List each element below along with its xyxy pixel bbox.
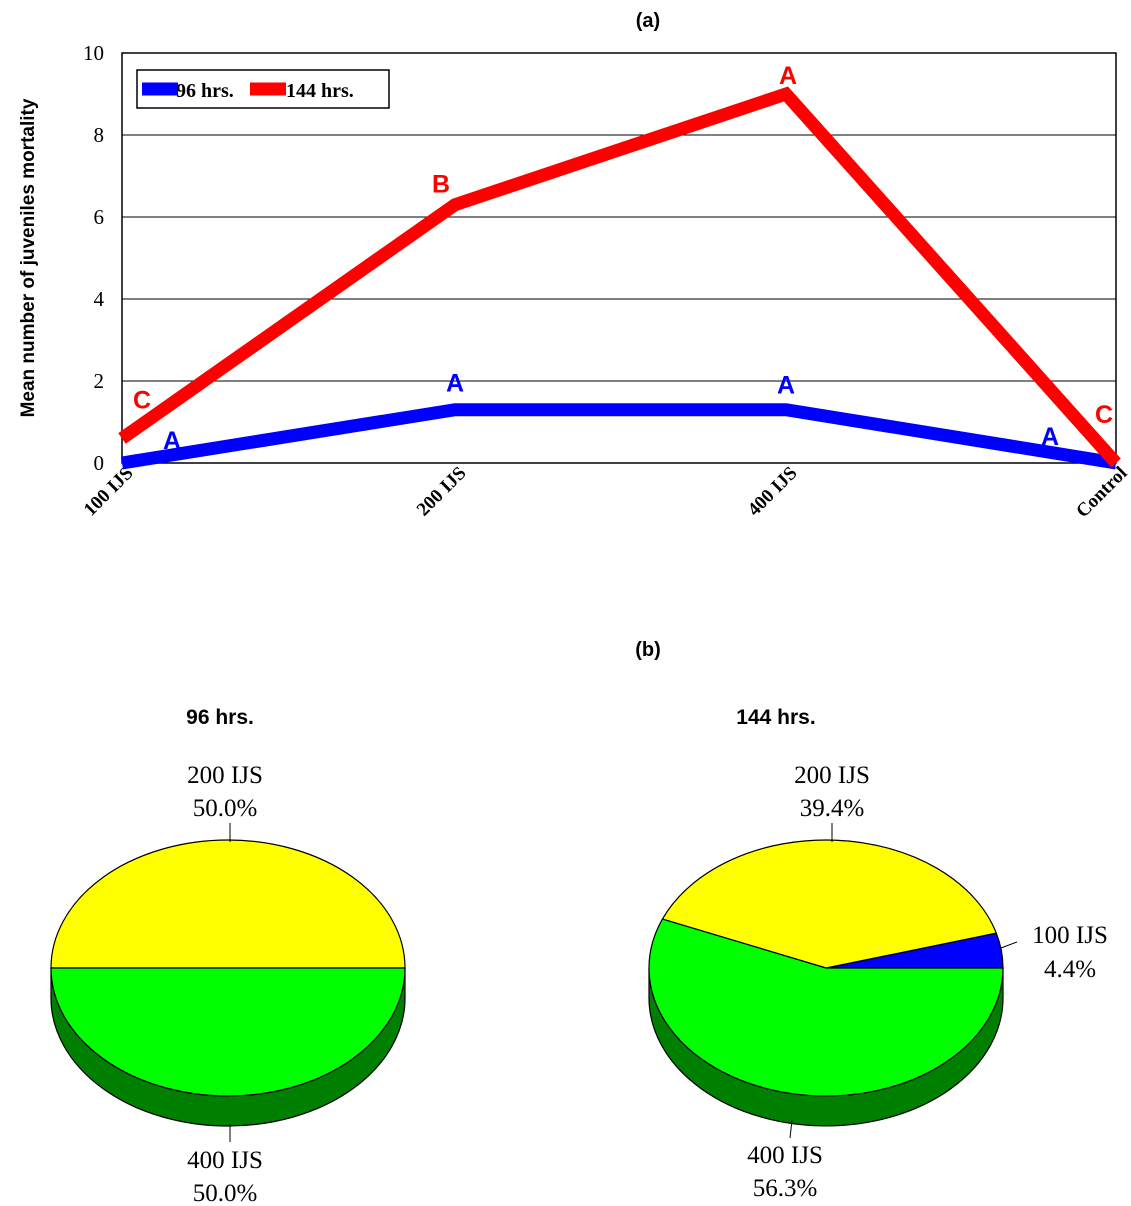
x-tick-label: 200 IJS <box>413 463 471 521</box>
pie-144-label-200-name: 200 IJS <box>794 762 870 789</box>
y-tick-label: 0 <box>94 451 105 475</box>
significance-letter: A <box>163 427 181 455</box>
significance-letter: B <box>432 171 450 199</box>
legend-label-96: 96 hrs. <box>176 80 234 102</box>
pie-144-leader-100 <box>1000 941 1018 949</box>
pie-144-title: 144 hrs. <box>736 706 815 729</box>
x-tick-label: 100 IJS <box>80 463 138 521</box>
significance-letter: C <box>1095 401 1113 429</box>
y-tick-labels: 0 2 4 6 8 10 <box>83 41 105 475</box>
pie-96-labels: 200 IJS 50.0% 400 IJS 50.0% <box>187 762 263 1206</box>
x-tick-label: 400 IJS <box>744 463 802 521</box>
x-tick-labels: 100 IJS 200 IJS 400 IJS Control <box>80 463 1131 522</box>
panel-a-label: (a) <box>636 10 660 32</box>
gridlines <box>122 134 1116 382</box>
y-tick-label: 10 <box>83 41 104 65</box>
pie-144-label-400-name: 400 IJS <box>747 1142 823 1169</box>
significance-letter: A <box>779 62 797 90</box>
significance-letter: A <box>446 370 464 398</box>
pie-slice-400-ijs <box>648 918 1004 1097</box>
y-axis-title: Mean number of juveniles mortality <box>18 98 39 417</box>
pie-96-hrs <box>50 839 406 1127</box>
pie-144-leader-400 <box>789 1119 793 1139</box>
pie-96-label-400-name: 400 IJS <box>187 1147 263 1174</box>
y-tick-label: 4 <box>94 287 105 311</box>
pie-96-label-400-pct: 50.0% <box>193 1180 258 1206</box>
series-lines <box>118 86 1121 470</box>
x-tick-label: Control <box>1072 463 1131 522</box>
pie-144-labels: 200 IJS 39.4% 100 IJS 4.4% 400 IJS 56.3% <box>747 762 1108 1202</box>
pie-144-label-200-pct: 39.4% <box>800 795 865 822</box>
pie-144-label-100-name: 100 IJS <box>1032 922 1108 949</box>
series-line-144-hrs <box>118 86 1121 468</box>
pie-96-label-200-name: 200 IJS <box>187 762 263 789</box>
y-tick-label: 2 <box>94 369 105 393</box>
y-tick-label: 6 <box>94 205 105 229</box>
significance-letter: C <box>133 386 151 414</box>
legend: 96 hrs. 144 hrs. <box>136 69 390 109</box>
plot-frame <box>121 52 1117 464</box>
series-line-96-hrs <box>120 403 1118 470</box>
panel-b-label: (b) <box>635 639 661 661</box>
pie-144-label-100-pct: 4.4% <box>1044 956 1096 983</box>
significance-letter: A <box>777 372 795 400</box>
significance-letter: A <box>1041 423 1059 451</box>
pie-144-label-400-pct: 56.3% <box>753 1175 818 1202</box>
pie-slice-400-ijs <box>50 967 406 1097</box>
pie-slice-200-ijs <box>661 839 998 969</box>
pie-144-hrs <box>648 839 1004 1127</box>
pie-96-label-200-pct: 50.0% <box>193 795 258 822</box>
pie-slice-200-ijs <box>50 839 406 969</box>
y-tick-label: 8 <box>94 123 105 147</box>
legend-label-144: 144 hrs. <box>286 80 354 102</box>
pie-96-title: 96 hrs. <box>186 706 254 729</box>
